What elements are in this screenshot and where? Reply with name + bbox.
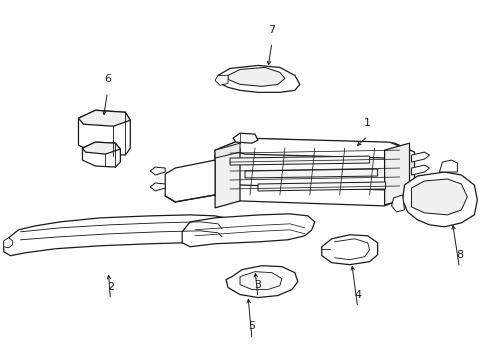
Polygon shape xyxy=(215,148,240,208)
Polygon shape xyxy=(150,167,165,175)
Polygon shape xyxy=(258,182,385,191)
Polygon shape xyxy=(391,195,404,212)
Polygon shape xyxy=(233,133,258,143)
Polygon shape xyxy=(411,179,467,215)
Polygon shape xyxy=(384,143,408,205)
Polygon shape xyxy=(321,235,377,265)
Polygon shape xyxy=(411,152,428,162)
Text: 1: 1 xyxy=(364,118,370,128)
Polygon shape xyxy=(4,238,13,248)
Polygon shape xyxy=(82,142,120,154)
Polygon shape xyxy=(411,165,428,175)
Polygon shape xyxy=(244,169,377,178)
Polygon shape xyxy=(78,110,130,155)
Polygon shape xyxy=(215,143,240,158)
Text: 5: 5 xyxy=(248,321,255,332)
Text: 2: 2 xyxy=(106,282,114,292)
Polygon shape xyxy=(229,156,369,165)
Polygon shape xyxy=(402,172,476,227)
Polygon shape xyxy=(411,191,428,201)
Polygon shape xyxy=(220,138,408,158)
Polygon shape xyxy=(4,215,235,256)
Text: 7: 7 xyxy=(268,24,275,35)
Polygon shape xyxy=(78,110,130,126)
Polygon shape xyxy=(165,160,215,202)
Text: 4: 4 xyxy=(353,289,361,300)
Polygon shape xyxy=(215,185,404,206)
Polygon shape xyxy=(439,160,456,172)
Polygon shape xyxy=(215,138,414,200)
Polygon shape xyxy=(215,75,227,85)
Polygon shape xyxy=(150,183,165,191)
Polygon shape xyxy=(82,142,120,167)
Polygon shape xyxy=(227,67,285,86)
Text: 6: 6 xyxy=(103,75,111,84)
Polygon shape xyxy=(225,266,297,298)
Text: 8: 8 xyxy=(455,250,462,260)
Polygon shape xyxy=(182,214,314,247)
Polygon shape xyxy=(240,272,281,289)
Polygon shape xyxy=(411,178,428,188)
Polygon shape xyxy=(218,66,299,92)
Text: 3: 3 xyxy=(254,280,261,289)
